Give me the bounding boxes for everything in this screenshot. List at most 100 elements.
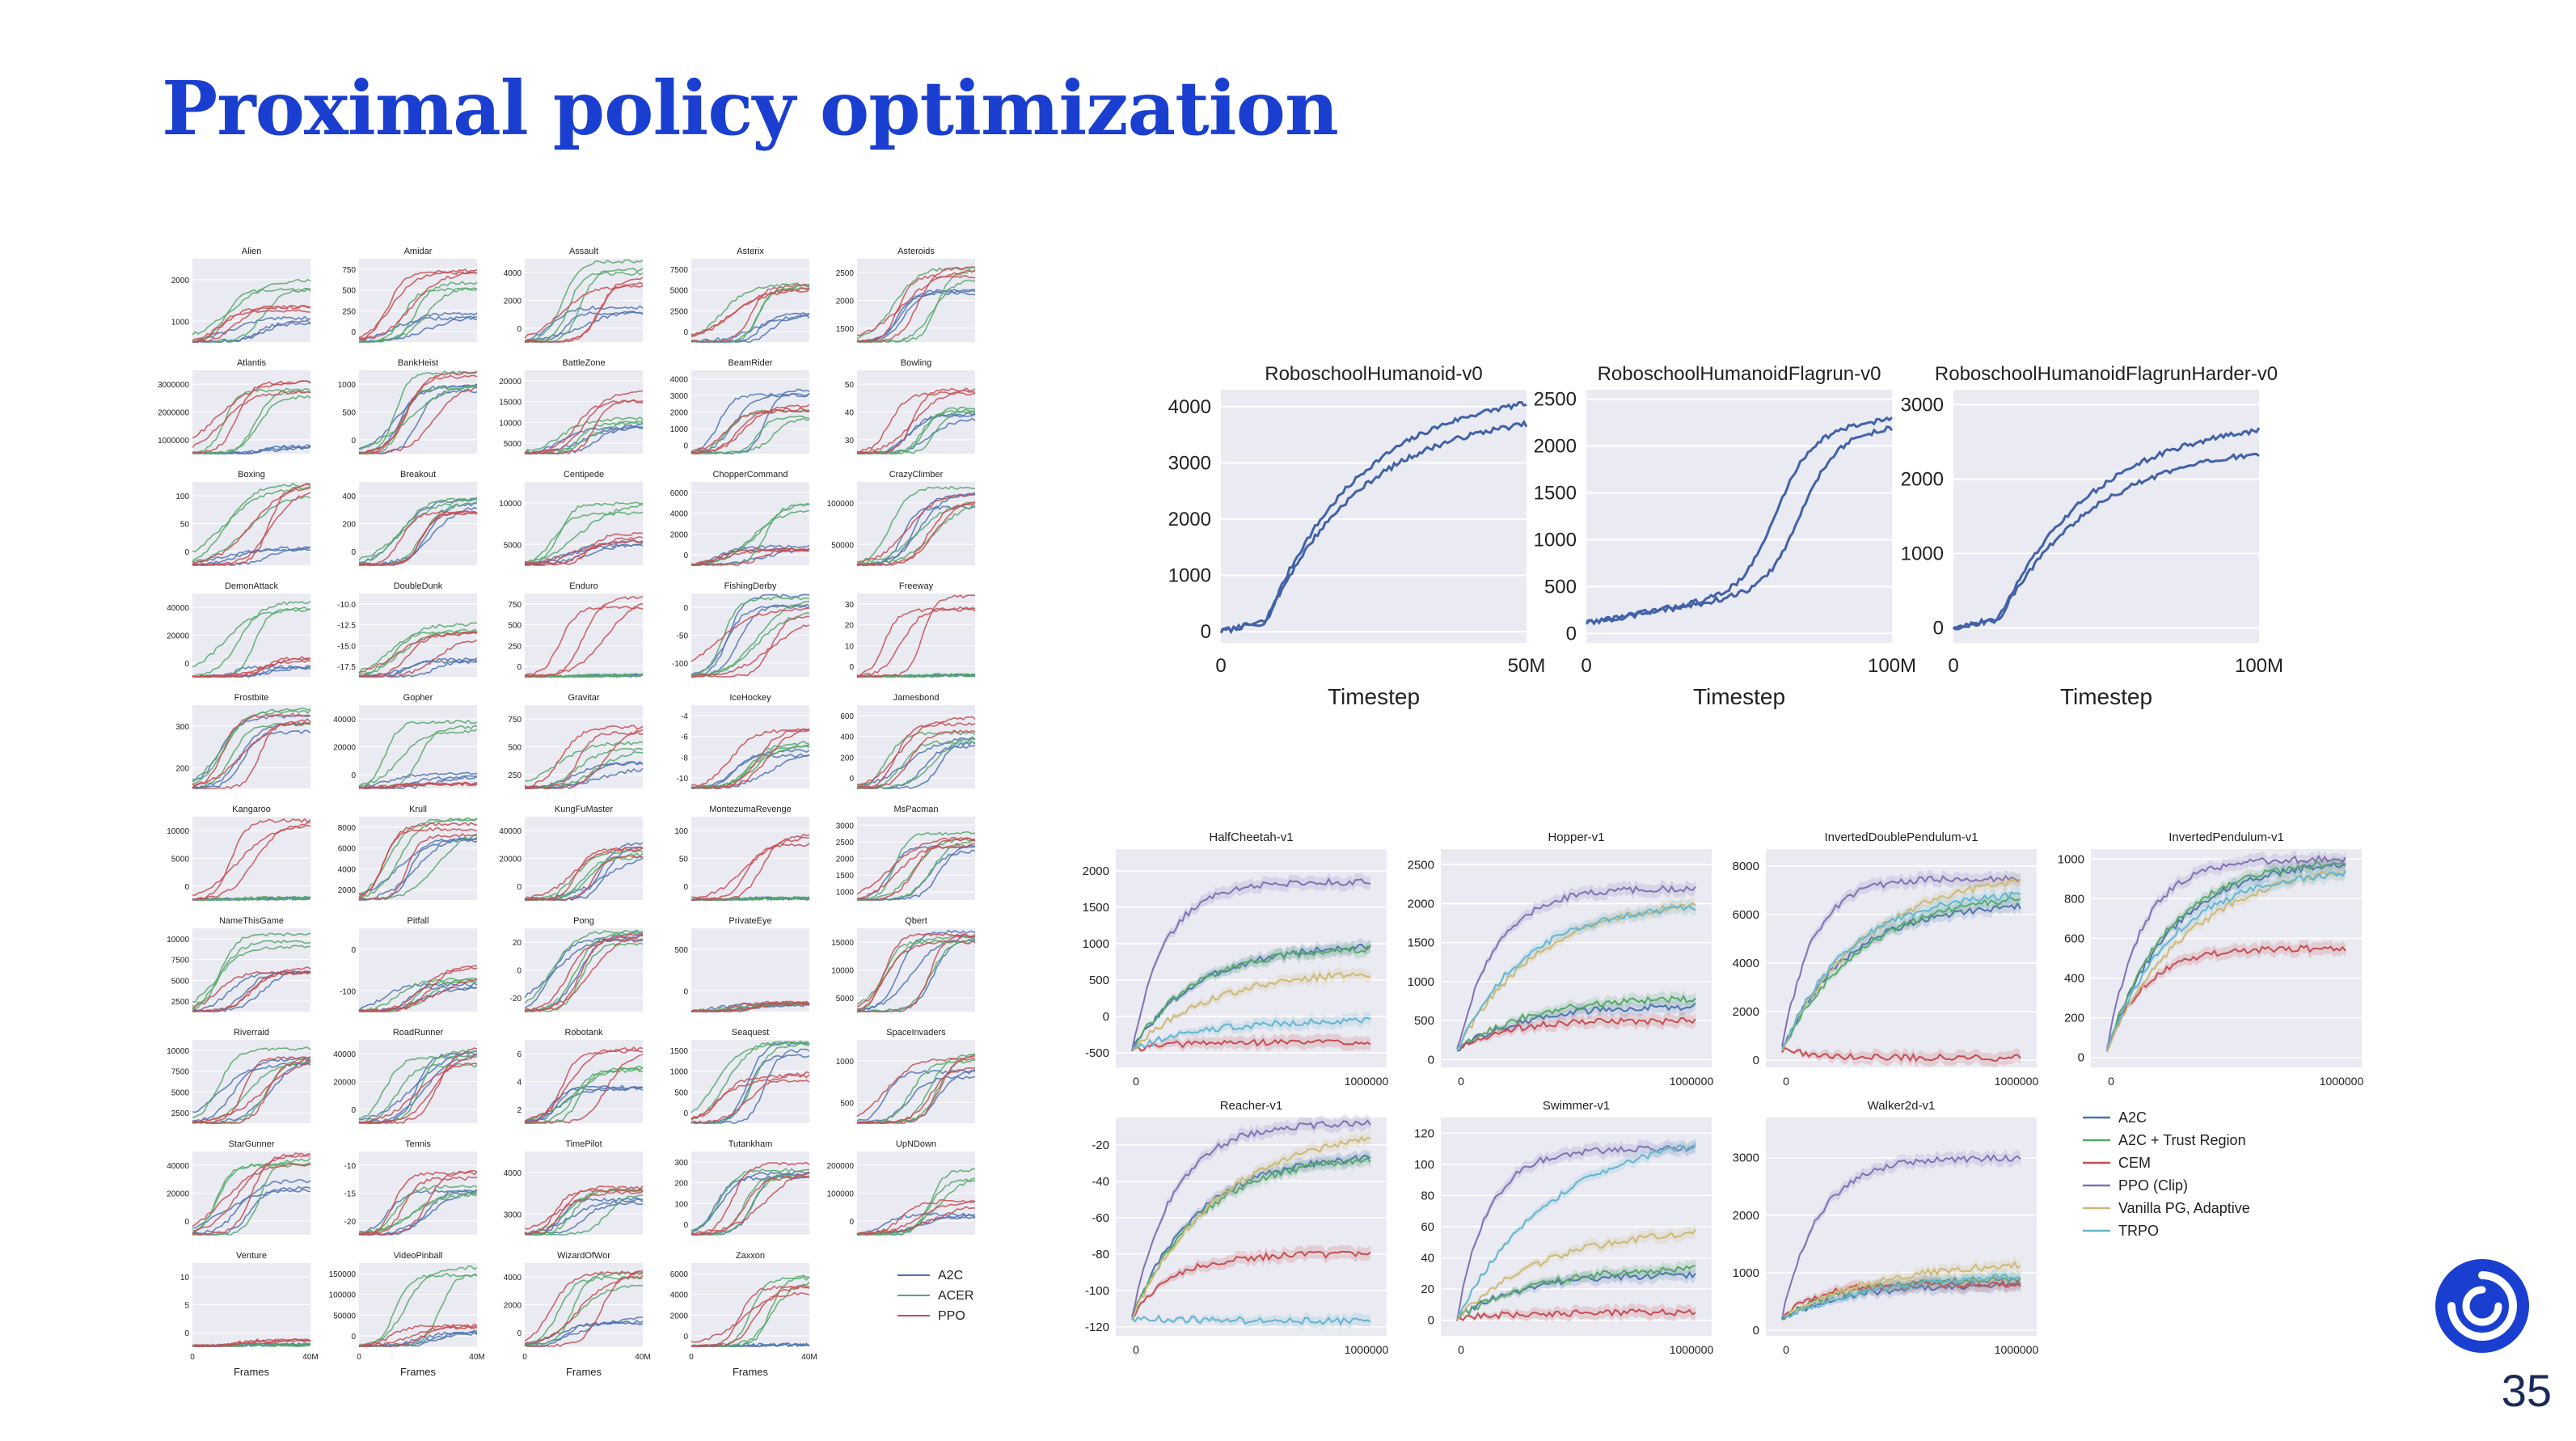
series-line-ppo xyxy=(856,940,976,1008)
x-tick-label: 0 xyxy=(522,1353,527,1362)
series-line-ppo xyxy=(691,1291,810,1347)
panel-title: Enduro xyxy=(569,581,598,591)
series-line-a2c xyxy=(192,729,311,789)
confidence-band-0 xyxy=(1457,1266,1696,1318)
series-line-acer xyxy=(358,370,478,454)
y-tick-label: -15 xyxy=(344,1190,357,1199)
y-tick-label: 0 xyxy=(517,883,522,892)
y-tick-label: 0 xyxy=(517,967,522,976)
y-tick-label: 400 xyxy=(2064,972,2084,986)
x-tick-label: 0 xyxy=(1948,655,1958,677)
atari-panel-boxing: Boxing 0 50 100 xyxy=(175,470,311,566)
atari-panel-qbert: Qbert 5000 10000 15000 xyxy=(831,916,976,1012)
y-tick-label: 2000000 xyxy=(158,409,189,418)
series-line-acer xyxy=(192,1157,311,1236)
panel-background xyxy=(192,259,310,342)
series-line-acer xyxy=(359,281,478,343)
panel-title: Bowling xyxy=(901,358,932,368)
series-line-ppo xyxy=(192,822,311,901)
series-line-acer xyxy=(524,420,644,454)
x-tick-label: 40M xyxy=(469,1353,484,1362)
series-line-acer xyxy=(524,929,644,1004)
series-line-ppo xyxy=(524,938,644,1012)
panel-background xyxy=(1766,1118,2037,1336)
y-tick-label: 1000 xyxy=(171,318,190,327)
series-line-ppo xyxy=(192,390,311,448)
atari-panel-assault: Assault 0 2000 4000 xyxy=(504,247,644,343)
series-line-acer xyxy=(690,1041,810,1114)
series-line-ppo xyxy=(524,539,644,565)
y-tick-label: 1000 xyxy=(1408,975,1434,989)
atari-panel-gopher: Gopher 0 20000 40000 xyxy=(333,693,478,790)
series-line-a2c xyxy=(856,1212,976,1236)
panel-background xyxy=(525,370,643,454)
series-line-ppo xyxy=(525,855,644,901)
series-line-5 xyxy=(1781,1274,2021,1318)
x-tick-label: 0 xyxy=(1133,1343,1139,1356)
y-tick-label: 0 xyxy=(683,328,688,337)
y-tick-label: 0 xyxy=(351,328,356,337)
y-tick-label: 8000 xyxy=(1733,860,1759,873)
series-line-acer xyxy=(525,931,644,1012)
y-tick-label: -50 xyxy=(677,632,689,641)
series-line-3 xyxy=(1781,1153,2021,1320)
atari-panel-kangaroo: Kangaroo 0 5000 10000 xyxy=(167,805,311,902)
atari-panel-jamesbond: Jamesbond 0 200 400 600 xyxy=(840,693,976,789)
y-tick-label: -10.0 xyxy=(337,601,356,610)
x-tick-label: 0 xyxy=(357,1353,361,1362)
y-tick-label: 500 xyxy=(674,1088,688,1097)
series-line-ppo xyxy=(192,304,311,343)
y-tick-label: 2000 xyxy=(670,1312,689,1321)
y-tick-label: 400 xyxy=(342,492,356,501)
y-tick-label: 0 xyxy=(351,437,356,446)
y-tick-label: 10000 xyxy=(831,967,854,976)
series-line-acer xyxy=(192,395,311,454)
series-line-ppo xyxy=(690,1161,810,1236)
series-line-a2c xyxy=(856,844,976,901)
y-tick-label: 20 xyxy=(1421,1283,1434,1296)
series-line-a2c xyxy=(690,1175,810,1234)
atari-panel-bankheist: BankHeist 0 500 1000 xyxy=(338,358,478,454)
y-tick-label: 10000 xyxy=(167,1047,189,1056)
y-tick-label: 4000 xyxy=(504,1274,522,1283)
atari-panel-roadrunner: RoadRunner 0 20000 40000 xyxy=(333,1028,478,1124)
x-axis-label: Frames xyxy=(566,1366,602,1378)
y-tick-label: 10000 xyxy=(499,419,522,428)
y-tick-label: 500 xyxy=(342,409,356,418)
series-line-4 xyxy=(1781,1261,2021,1318)
series-line-ppo xyxy=(856,268,976,336)
series-line-acer xyxy=(856,830,976,901)
series-line-a2c xyxy=(856,737,976,788)
series-line-ppo xyxy=(856,492,976,564)
series-line-acer xyxy=(192,278,311,336)
y-tick-label: 2000 xyxy=(670,530,689,539)
series-line-ppo xyxy=(690,833,810,901)
series-line-ppo xyxy=(856,716,976,786)
series-line-ppo xyxy=(690,728,810,789)
panel-title: Alien xyxy=(242,247,261,256)
series-line-ppo xyxy=(524,1054,644,1124)
y-tick-label: 0 xyxy=(351,771,356,780)
y-tick-label: 0 xyxy=(1201,621,1211,643)
panel-title: WizardOfWor xyxy=(557,1251,610,1261)
y-tick-label: -6 xyxy=(681,733,688,742)
series-line-a2c xyxy=(192,1057,311,1122)
y-tick-label: 0 xyxy=(184,1218,189,1227)
y-tick-label: 15000 xyxy=(831,939,854,948)
panel-background xyxy=(857,594,975,677)
y-tick-label: 2000 xyxy=(171,277,190,285)
y-tick-label: 60 xyxy=(1421,1220,1434,1234)
panel-title: Krull xyxy=(409,805,427,814)
series-line-1 xyxy=(1131,945,1371,1052)
y-tick-label: 0 xyxy=(683,1109,688,1118)
y-tick-label: 2500 xyxy=(1408,858,1434,872)
atari-panel-alien: Alien 1000 2000 xyxy=(171,247,311,343)
series-line-ppo xyxy=(690,289,810,336)
y-tick-label: 4000 xyxy=(504,269,522,278)
panel-title: Jamesbond xyxy=(893,693,940,703)
y-tick-label: 2500 xyxy=(171,998,190,1007)
y-tick-label: -20 xyxy=(1092,1139,1109,1152)
series-line-acer xyxy=(358,287,478,343)
series-line-acer xyxy=(690,596,810,676)
